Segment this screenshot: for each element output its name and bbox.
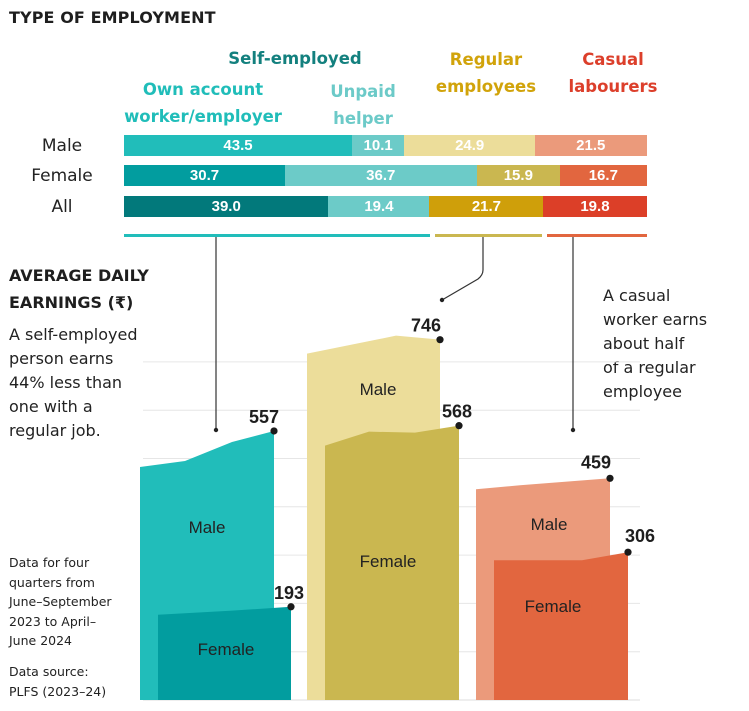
- connector-regular: [441, 237, 484, 301]
- note-casual: A casual worker earns about half of a re…: [603, 284, 707, 404]
- header-unpaid-line1: Unpaid: [330, 82, 396, 101]
- connector-dot: [213, 427, 219, 433]
- value-dot: [455, 422, 463, 430]
- bar-segment-female-1: 36.7: [284, 165, 477, 186]
- value-dot: [270, 427, 278, 435]
- header-own-account-line1: Own account: [142, 80, 264, 99]
- header-casual-line2: labourers: [568, 77, 658, 96]
- header-unpaid: Unpaid helper: [320, 78, 406, 132]
- header-own-account-line2: worker/employer: [124, 107, 282, 126]
- area-regular-employees-female: [325, 425, 459, 700]
- earnings-title-line1: AVERAGE DAILY: [9, 266, 149, 285]
- chart-title: TYPE OF EMPLOYMENT: [9, 8, 216, 27]
- earnings-title-line2: EARNINGS (₹): [9, 293, 134, 312]
- value-dot: [624, 548, 632, 556]
- value-dot: [606, 474, 614, 482]
- value-label: 193: [274, 583, 304, 603]
- footnote-line: Data for four: [9, 555, 90, 570]
- bar-segment-male-0: 43.5: [124, 135, 352, 156]
- earnings-title: AVERAGE DAILY EARNINGS (₹): [9, 262, 149, 316]
- footnote-period: Data for four quarters from June–Septemb…: [9, 553, 112, 651]
- note-casual-line: A casual: [603, 286, 671, 305]
- bar-segment-male-1: 10.1: [351, 135, 405, 156]
- value-label: 459: [581, 452, 611, 472]
- regular-underline: [435, 234, 542, 237]
- note-self-line: one with a: [9, 397, 93, 416]
- value-label: 557: [249, 407, 279, 427]
- series-label-male: Male: [360, 380, 397, 399]
- header-regular: Regular employees: [426, 46, 546, 100]
- casual-underline: [547, 234, 647, 237]
- header-self-employed: Self-employed: [228, 49, 362, 68]
- series-label-female: Female: [525, 597, 582, 616]
- value-label: 306: [625, 526, 655, 546]
- connector-dot: [439, 297, 445, 303]
- connector-dot: [570, 427, 576, 433]
- header-regular-line1: Regular: [449, 50, 523, 69]
- stacked-bar-chart: 43.5 10.1 24.9 21.5 30.7 36.7 15.9 16.7 39.0 19.4…: [124, 135, 647, 225]
- bar-segment-all-3: 19.8: [542, 196, 647, 217]
- value-dot: [287, 603, 295, 611]
- note-casual-line: of a regular: [603, 358, 696, 377]
- note-casual-line: about half: [603, 334, 685, 353]
- footnote-line: quarters from: [9, 574, 95, 590]
- footnote-line: 2023 to April–: [9, 613, 97, 629]
- header-unpaid-line2: helper: [333, 109, 393, 128]
- footnote-line: June–September: [9, 594, 112, 609]
- self-employed-underline: [124, 234, 430, 237]
- header-casual-line1: Casual: [582, 50, 644, 69]
- row-label-male: Male: [41, 136, 83, 156]
- series-label-female: Female: [360, 552, 417, 571]
- area-self-employed-female: [158, 606, 291, 700]
- series-label-male: Male: [189, 518, 226, 537]
- bar-segment-male-3: 21.5: [534, 135, 647, 156]
- bar-segment-female-0: 30.7: [124, 165, 286, 186]
- header-casual: Casual labourers: [556, 46, 670, 100]
- note-self-employed: A self-employed person earns 44% less th…: [9, 323, 137, 443]
- area-casual-labourers-female: [494, 552, 628, 700]
- bar-segment-all-0: 39.0: [124, 196, 329, 217]
- bar-segment-male-2: 24.9: [404, 135, 536, 156]
- bar-segment-all-2: 21.7: [429, 196, 544, 217]
- note-self-line: A self-employed: [9, 325, 138, 344]
- series-label-male: Male: [531, 515, 568, 534]
- note-self-line: 44% less than: [9, 373, 123, 392]
- note-casual-line: employee: [603, 382, 682, 401]
- value-label: 568: [442, 402, 472, 422]
- note-self-line: person earns: [9, 349, 114, 368]
- footnote-source: Data source: PLFS (2023–24): [9, 662, 106, 701]
- note-self-line: regular job.: [9, 421, 101, 440]
- row-label-female: Female: [31, 166, 93, 186]
- bar-segment-all-1: 19.4: [327, 196, 430, 217]
- row-label-all: All: [51, 197, 73, 217]
- value-label: 746: [411, 316, 441, 336]
- source-line: PLFS (2023–24): [9, 683, 107, 699]
- footnote-line: June 2024: [9, 633, 73, 648]
- value-dot: [436, 336, 444, 344]
- header-regular-line2: employees: [435, 77, 537, 96]
- series-label-female: Female: [198, 640, 255, 659]
- bar-segment-female-2: 15.9: [476, 165, 561, 186]
- bar-segment-female-3: 16.7: [559, 165, 647, 186]
- note-casual-line: worker earns: [603, 310, 708, 329]
- source-line: Data source:: [9, 664, 89, 679]
- header-own-account: Own account worker/employer: [112, 76, 294, 130]
